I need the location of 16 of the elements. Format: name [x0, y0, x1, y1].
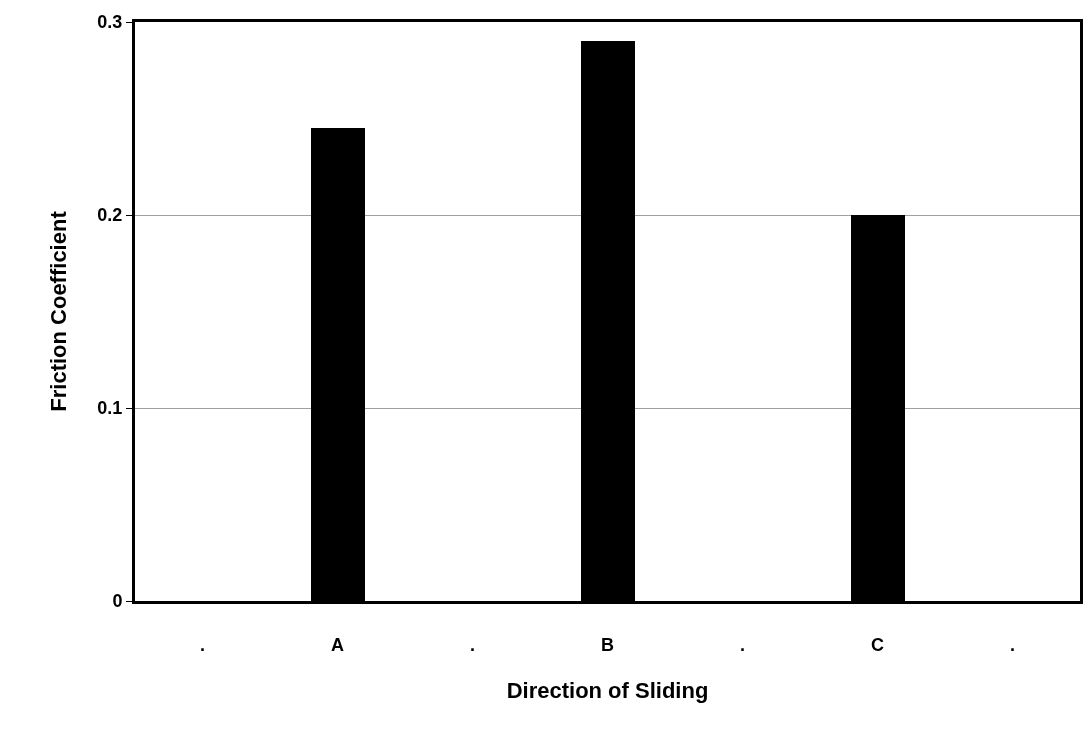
bar	[311, 128, 365, 601]
x-tick-label: .	[1009, 634, 1016, 655]
x-tick-label: B	[601, 634, 614, 655]
y-tick-label: 0.1	[97, 398, 123, 419]
x-tick-label: C	[871, 634, 884, 655]
y-axis-title: Friction Coefficient	[46, 210, 72, 412]
x-tick-label: .	[199, 634, 206, 655]
y-tick-label: 0	[112, 591, 123, 612]
bar	[581, 41, 635, 601]
x-axis-title: Direction of Sliding	[506, 678, 709, 704]
x-tick-label: .	[469, 634, 476, 655]
y-tick-label: 0.2	[97, 205, 123, 226]
y-tick-label: 0.3	[97, 12, 123, 33]
bar	[851, 215, 905, 601]
x-tick-label: .	[739, 634, 746, 655]
x-tick-label: A	[331, 634, 344, 655]
